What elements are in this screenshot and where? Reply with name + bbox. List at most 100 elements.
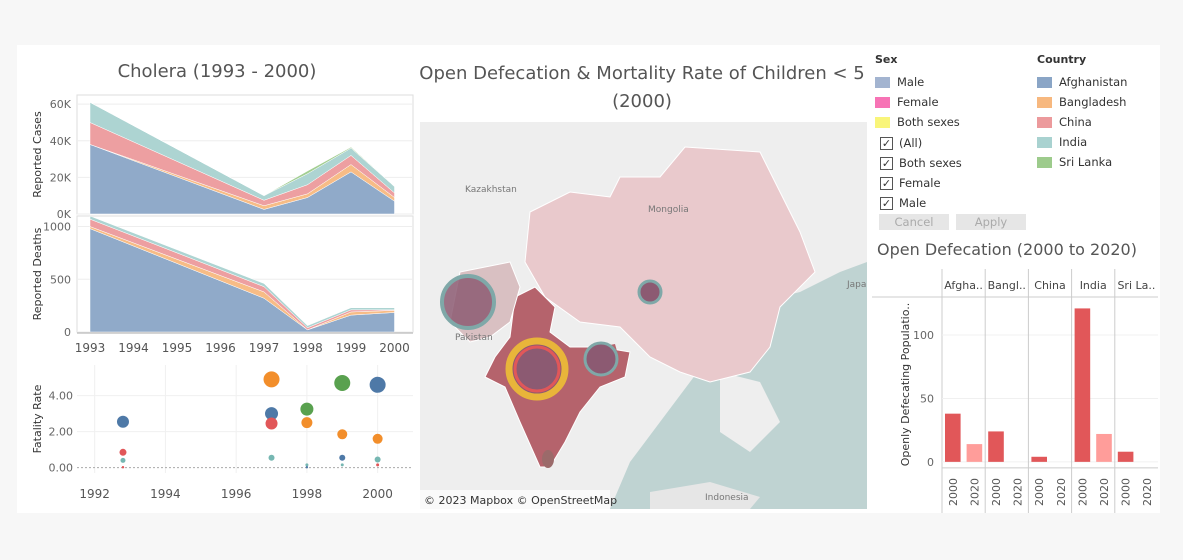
fatality-scatter-chart: 4.00 2.00 0.00 1992 1994 1996 1998 2000 Fatality…: [31, 365, 413, 501]
filter-option-label: (All): [899, 136, 923, 150]
x-tick-label: 2020: [1141, 478, 1154, 506]
checkbox-checked-icon[interactable]: ✓: [880, 196, 893, 210]
bar: [1117, 451, 1134, 462]
scatter-point: [376, 463, 380, 467]
x-tick-label: 2020: [968, 478, 981, 506]
scatter-point: [263, 371, 280, 388]
map-bubble-india-ring: [513, 345, 561, 393]
x-tick-label: 2000: [1076, 478, 1089, 506]
area-series-india: [89, 215, 395, 329]
reported-deaths-chart: 1000 500 0 Reported Deaths 1993 1994 1995 1996 1…: [31, 215, 414, 355]
x-tick-label: 1996: [205, 341, 236, 355]
map-label: Mongolia: [648, 205, 689, 215]
legend-swatch: [1037, 116, 1052, 128]
x-tick-label: 1998: [292, 341, 323, 355]
scatter-point: [268, 454, 275, 461]
scatter-point: [121, 466, 125, 469]
x-tick-label: 1996: [221, 487, 252, 501]
bar: [1074, 308, 1091, 462]
sex-filter: ✓ (All) ✓ Both sexes ✓ Female ✓ Male: [880, 133, 962, 213]
legend-swatch: [875, 116, 890, 128]
filter-option[interactable]: ✓ Both sexes: [880, 153, 962, 173]
column-header: Afgha..: [944, 279, 983, 292]
filter-option[interactable]: ✓ Male: [880, 193, 962, 213]
reported-cases-chart: 60K 40K 20K 0K Reported Cases: [31, 94, 414, 221]
x-tick-label: 1994: [150, 487, 181, 501]
map[interactable]: Kazakhstan Mongolia Pakistan Indonesia J…: [420, 122, 867, 509]
checkbox-checked-icon[interactable]: ✓: [880, 156, 893, 170]
legend-label: Male: [897, 75, 925, 89]
legend-label: Both sexes: [897, 115, 960, 129]
y-axis-label: Openly Defecating Populatio..: [899, 303, 912, 467]
column-header: Bangl..: [988, 279, 1026, 292]
bar: [1096, 433, 1112, 462]
x-tick-label: 2000: [990, 478, 1003, 506]
legend-item[interactable]: India: [1037, 132, 1127, 152]
checkbox-checked-icon[interactable]: ✓: [880, 136, 893, 150]
map-bubble-pakistan: [440, 274, 496, 330]
scatter-point: [305, 463, 309, 467]
legend-item[interactable]: Male: [875, 72, 960, 92]
x-tick-label: 1995: [162, 341, 193, 355]
legend-item[interactable]: Sri Lanka: [1037, 152, 1127, 172]
cholera-title: Cholera (1993 - 2000): [117, 61, 317, 82]
map-china: [524, 146, 816, 383]
legend-swatch: [1037, 136, 1052, 148]
map-attribution: © 2023 Mapbox © OpenStreetMap: [424, 494, 617, 507]
scatter-point: [340, 463, 344, 467]
legend-swatch: [1037, 156, 1052, 168]
map-land-indonesia: [650, 482, 760, 509]
y-tick-label: 50: [920, 392, 934, 405]
y-axis-label: Reported Cases: [31, 111, 44, 198]
map-land-sea: [720, 372, 780, 452]
legend-item[interactable]: Bangladesh: [1037, 92, 1127, 112]
apply-button[interactable]: Apply: [956, 214, 1026, 230]
filter-option[interactable]: ✓ Female: [880, 173, 962, 193]
map-bubble-bangladesh: [583, 341, 619, 377]
map-bubble-china: [637, 279, 663, 305]
y-tick-label: 100: [913, 329, 934, 342]
scatter-point: [119, 448, 127, 456]
y-tick-label: 0.00: [49, 462, 74, 475]
legend-label: Sri Lanka: [1059, 155, 1113, 169]
scatter-point: [265, 417, 278, 430]
y-tick-label: 0: [64, 326, 71, 339]
cancel-button[interactable]: Cancel: [879, 214, 949, 230]
y-axis-label: Fatality Rate: [31, 384, 44, 453]
legend-swatch: [1037, 96, 1052, 108]
scatter-point: [369, 376, 386, 393]
legend-item[interactable]: Both sexes: [875, 112, 960, 132]
map-attribution-bg: [420, 490, 610, 509]
legend-label: India: [1059, 135, 1088, 149]
x-tick-label: 1994: [118, 341, 149, 355]
bar: [966, 444, 983, 462]
x-tick-label: 1998: [292, 487, 323, 501]
x-tick-label: 2020: [1098, 478, 1111, 506]
legend-label: China: [1059, 115, 1092, 129]
scatter-point: [300, 402, 314, 416]
legend-item[interactable]: China: [1037, 112, 1127, 132]
legend-swatch: [1037, 76, 1052, 88]
scatter-point: [301, 417, 313, 429]
scatter-point: [374, 456, 381, 463]
checkbox-checked-icon[interactable]: ✓: [880, 176, 893, 190]
scatter-point: [372, 433, 383, 444]
column-header: India: [1080, 279, 1107, 292]
legend-item[interactable]: Afghanistan: [1037, 72, 1127, 92]
map-label: Kazakhstan: [465, 185, 517, 195]
legend-label: Afghanistan: [1059, 75, 1128, 89]
y-tick-label: 500: [50, 273, 71, 286]
map-bubble-india: [505, 337, 569, 401]
filter-option-label: Female: [899, 176, 941, 190]
scatter-point: [339, 454, 346, 461]
bar: [945, 413, 961, 462]
filter-option[interactable]: ✓ (All): [880, 133, 962, 153]
scatter-point: [334, 375, 351, 391]
sex-legend: Sex Male Female Both sexes: [875, 53, 960, 132]
x-tick-label: 2000: [379, 341, 410, 355]
scatter-point: [305, 466, 309, 469]
y-tick-label: 40K: [50, 135, 72, 148]
dashboard: Cholera (1993 - 2000) 60K 40K 20K 0K Reporte…: [17, 45, 1160, 513]
scatter-point: [116, 415, 129, 428]
legend-item[interactable]: Female: [875, 92, 960, 112]
